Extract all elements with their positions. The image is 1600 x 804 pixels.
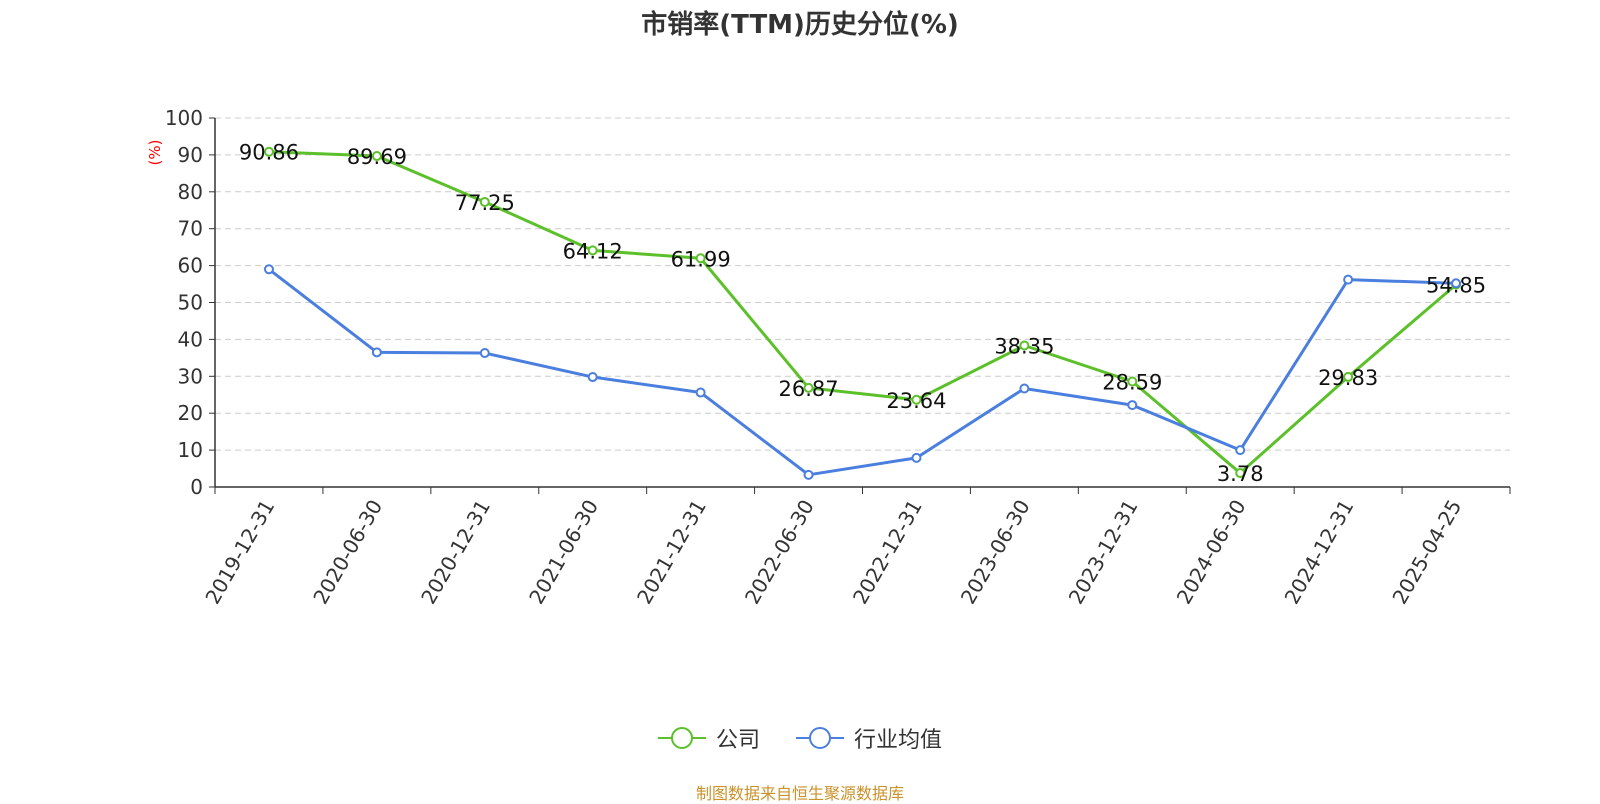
x-tick-label: 2019-12-31 bbox=[200, 496, 279, 609]
y-tick-label: 20 bbox=[178, 401, 203, 425]
data-point bbox=[371, 347, 382, 358]
data-label: 28.59 bbox=[1102, 371, 1162, 395]
data-point bbox=[1235, 445, 1246, 456]
axes: 0 10 20 30 40 50 60 70 80 90 100(%) 2019-12-31 2020-… bbox=[146, 106, 1511, 609]
data-label: 38.35 bbox=[994, 334, 1054, 358]
x-tick-label: 2024-06-30 bbox=[1172, 496, 1251, 609]
data-label: 61.99 bbox=[671, 247, 731, 271]
data-label: 90.86 bbox=[239, 141, 299, 165]
y-tick-label: 60 bbox=[178, 254, 203, 278]
y-tick-label: 70 bbox=[178, 217, 203, 241]
footer-source: 制图数据来自恒生聚源数据库 bbox=[695, 784, 904, 803]
data-point bbox=[587, 245, 598, 256]
series bbox=[263, 146, 1462, 480]
x-tick-label: 2020-12-31 bbox=[416, 496, 495, 609]
data-label: 23.64 bbox=[886, 389, 946, 413]
data-point bbox=[911, 394, 922, 405]
y-tick-label: 90 bbox=[178, 143, 203, 167]
data-label: 89.69 bbox=[347, 145, 407, 169]
data-point bbox=[695, 253, 706, 264]
data-labels: 90.86 89.69 77.25 64.12 61.99 26.87 23.64 38.35… bbox=[239, 141, 1486, 486]
y-tick-label: 30 bbox=[178, 364, 203, 388]
x-tick-label: 2025-04-25 bbox=[1387, 496, 1466, 609]
grid-lines bbox=[215, 117, 1510, 451]
data-point bbox=[803, 469, 814, 480]
data-point bbox=[371, 151, 382, 162]
legend-item-company[interactable]: 公司 bbox=[657, 722, 760, 754]
legend-label-industry-average: 行业均值 bbox=[854, 728, 943, 753]
data-point bbox=[1451, 278, 1462, 289]
data-label: 64.12 bbox=[563, 239, 623, 263]
y-tick-label: 80 bbox=[178, 180, 203, 204]
data-point bbox=[1235, 468, 1246, 479]
data-label: 54.85 bbox=[1426, 274, 1486, 298]
y-tick-label: 10 bbox=[178, 438, 203, 462]
legend-item-industry-average[interactable]: 行业均值 bbox=[796, 722, 942, 754]
data-point bbox=[1343, 371, 1354, 382]
data-point bbox=[695, 387, 706, 398]
data-point bbox=[1019, 340, 1030, 351]
y-tick-label: 0 bbox=[190, 475, 203, 499]
x-tick-label: 2023-12-31 bbox=[1064, 496, 1143, 609]
legend-company-line-icon bbox=[657, 727, 706, 749]
x-tick-label: 2022-06-30 bbox=[740, 496, 819, 609]
data-point bbox=[587, 372, 598, 383]
chart-title: 市销率(TTM)历史分位(%) bbox=[641, 10, 959, 40]
x-tick-label: 2021-12-31 bbox=[632, 496, 711, 609]
x-tick-label: 2022-12-31 bbox=[848, 496, 927, 609]
data-point bbox=[263, 146, 274, 157]
legend-label-company: 公司 bbox=[715, 728, 760, 753]
series-line bbox=[268, 268, 1457, 477]
data-point bbox=[479, 348, 490, 359]
legend-industry-line-icon bbox=[796, 727, 844, 749]
legend: 公司 行业均值 bbox=[0, 722, 1600, 754]
y-tick-label: 100 bbox=[165, 106, 203, 130]
data-point bbox=[803, 382, 814, 393]
x-tick-label: 2021-06-30 bbox=[524, 496, 603, 609]
data-label: 77.25 bbox=[455, 191, 515, 215]
data-point bbox=[911, 452, 922, 463]
data-point bbox=[1019, 383, 1030, 394]
x-tick-label: 2023-06-30 bbox=[956, 496, 1035, 609]
y-axis-label: (%) bbox=[146, 140, 164, 166]
data-point bbox=[1127, 400, 1138, 411]
data-point bbox=[263, 264, 274, 275]
y-tick-label: 50 bbox=[178, 291, 203, 315]
data-label: 29.83 bbox=[1318, 366, 1378, 390]
data-point bbox=[1343, 274, 1354, 285]
series-line bbox=[268, 150, 1458, 475]
data-point bbox=[479, 196, 490, 207]
data-point bbox=[1127, 376, 1138, 387]
data-label: 3.78 bbox=[1217, 462, 1264, 486]
x-tick-label: 2020-06-30 bbox=[308, 496, 387, 609]
data-label: 26.87 bbox=[778, 377, 838, 401]
x-tick-label: 2024-12-31 bbox=[1280, 496, 1359, 609]
y-tick-label: 40 bbox=[178, 327, 203, 351]
